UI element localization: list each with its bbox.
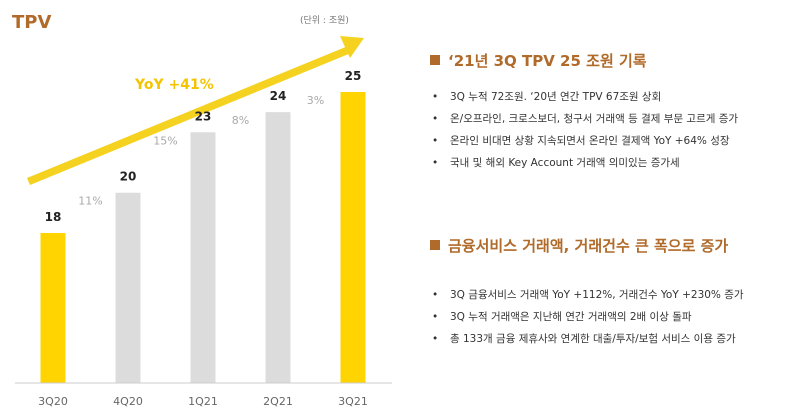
value-label: 24 xyxy=(270,89,287,103)
finance-bullet-list: • 3Q 금융서비스 거래액 YoY +112%, 거래건수 YoY +230% … xyxy=(430,284,790,350)
value-label: 23 xyxy=(195,109,212,123)
x-tick-label: 1Q21 xyxy=(188,395,218,408)
yoy-annotation: YoY +41% xyxy=(134,77,214,93)
value-label: 25 xyxy=(345,69,362,83)
bar-1Q21 xyxy=(190,132,216,383)
section-title-tpv: ‘21년 3Q TPV 25 조원 기록 xyxy=(430,50,647,71)
x-tick-label: 2Q21 xyxy=(263,395,293,408)
bar-3Q20 xyxy=(40,233,66,383)
unit-label: (단위 : 조원) xyxy=(300,15,349,26)
page-title: TPV xyxy=(12,12,52,33)
trend-arrow-head xyxy=(340,36,364,58)
list-item: • 온라인 비대면 상황 지속되면서 온라인 결제액 YoY +64% 성장 xyxy=(430,130,790,152)
bullet-dot-icon: • xyxy=(432,157,439,169)
growth-label: 11% xyxy=(78,195,102,208)
growth-label: 3% xyxy=(307,94,324,107)
bullet-dot-icon: • xyxy=(432,311,439,323)
bullet-dot-icon: • xyxy=(432,333,439,345)
bullet-dot-icon: • xyxy=(432,289,439,301)
square-bullet-icon xyxy=(430,240,440,250)
bullet-dot-icon: • xyxy=(432,135,439,147)
section-title-text: 금융서비스 거래액, 거래건수 큰 폭으로 증가 xyxy=(448,237,729,255)
section-title-finance: 금융서비스 거래액, 거래건수 큰 폭으로 증가 xyxy=(430,235,728,256)
list-item: • 국내 및 해외 Key Account 거래액 의미있는 증가세 xyxy=(430,152,790,174)
list-item: • 3Q 누적 72조원. ‘20년 연간 TPV 67조원 상회 xyxy=(430,86,790,108)
bullet-dot-icon: • xyxy=(432,113,439,125)
square-bullet-icon xyxy=(430,55,440,65)
section-title-text: ‘21년 3Q TPV 25 조원 기록 xyxy=(448,52,647,70)
list-item: • 3Q 누적 거래액은 지난해 연간 거래액의 2배 이상 돌파 xyxy=(430,306,790,328)
bar-2Q21 xyxy=(265,112,291,384)
x-tick-label: 4Q20 xyxy=(113,395,143,408)
growth-label: 15% xyxy=(153,134,177,147)
trend-arrow xyxy=(27,46,351,185)
x-tick-label: 3Q21 xyxy=(338,395,368,408)
bar-4Q20 xyxy=(115,192,141,383)
list-item: • 총 133개 금융 제휴사와 연계한 대출/투자/보험 서비스 이용 증가 xyxy=(430,328,790,350)
value-label: 18 xyxy=(45,210,62,224)
list-item: • 온/오프라인, 크로스보더, 청구서 거래액 등 결제 부문 고르게 증가 xyxy=(430,108,790,130)
value-label: 20 xyxy=(120,170,137,184)
growth-label: 8% xyxy=(232,114,249,127)
list-item: • 3Q 금융서비스 거래액 YoY +112%, 거래건수 YoY +230% … xyxy=(430,284,790,306)
x-tick-label: 3Q20 xyxy=(38,395,68,408)
bullet-dot-icon: • xyxy=(432,91,439,103)
tpv-bar-chart: (단위 : 조원) YoY +41% 18 3Q20 20 4Q20 23 1Q21 24 2… xyxy=(15,15,392,408)
bar-3Q21 xyxy=(340,92,366,383)
tpv-bullet-list: • 3Q 누적 72조원. ‘20년 연간 TPV 67조원 상회 • 온/오프라인… xyxy=(430,86,790,174)
